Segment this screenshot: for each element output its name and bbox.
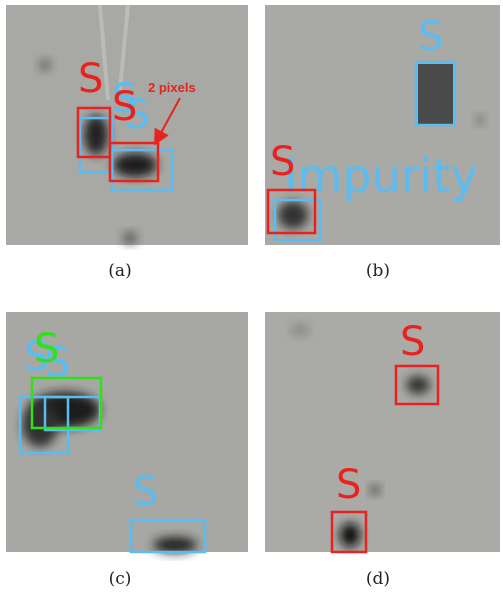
panel-d: S S (d)	[265, 312, 500, 589]
label: S	[270, 139, 295, 185]
caption: (a)	[108, 261, 131, 281]
caption: (d)	[366, 569, 390, 589]
figure: S S S S 2 pixels (a) S Impurity S (b) S …	[0, 0, 503, 592]
label: S	[133, 469, 158, 515]
label: S	[400, 319, 425, 365]
caption: (c)	[109, 569, 132, 589]
panel-a: S S S S 2 pixels (a)	[6, 5, 248, 281]
image	[265, 312, 500, 552]
annotation: Impurity	[284, 149, 478, 203]
caption: (b)	[366, 261, 390, 281]
label: S	[418, 14, 443, 60]
panel-c: S S S S (c)	[6, 312, 248, 589]
label: S	[336, 462, 361, 508]
annotation: 2 pixels	[148, 80, 196, 95]
label: S	[78, 56, 103, 102]
label: S	[112, 84, 137, 130]
label: S	[34, 326, 59, 372]
panel-b: S Impurity S (b)	[265, 5, 500, 281]
